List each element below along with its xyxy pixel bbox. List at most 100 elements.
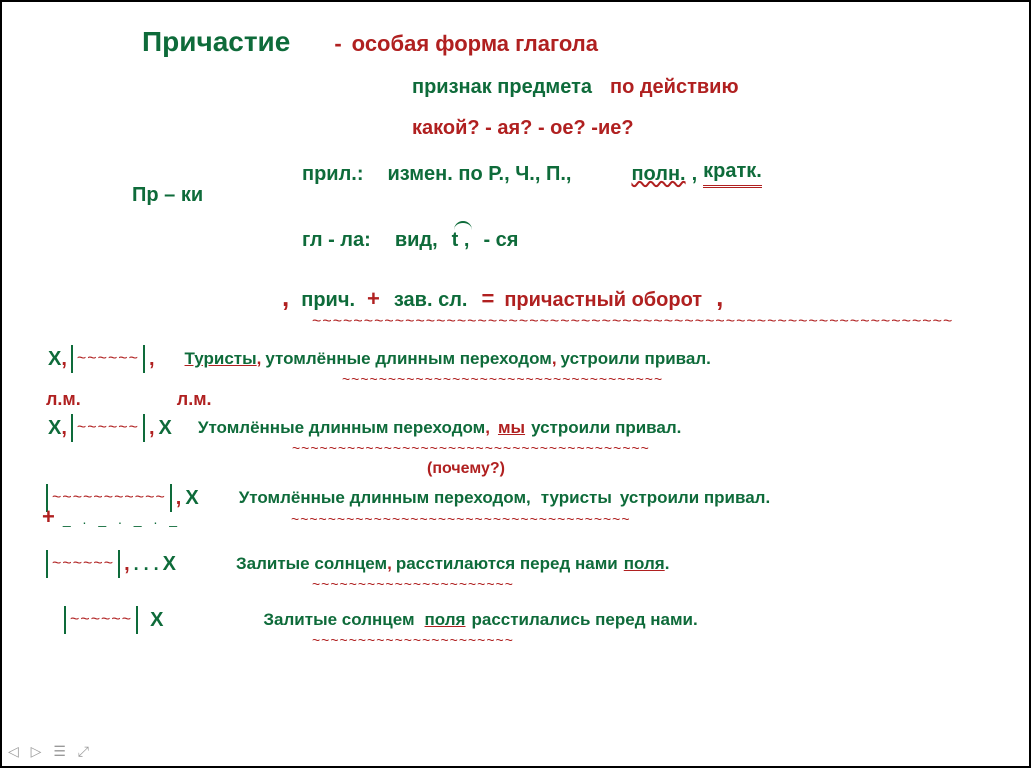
- nav-controls[interactable]: ◁ ▷ ☰ ⤢: [8, 743, 93, 760]
- bar-icon: [118, 550, 120, 578]
- pochemu-label: (почему?): [427, 460, 505, 478]
- verb-label: гл - ла:: [302, 229, 371, 252]
- def-line2b: по действию: [610, 76, 739, 99]
- bar-icon: [170, 484, 172, 512]
- wave-icon: ~~~~~~~~~~~~~~~~~~~~~~~~~~~~~~~~~~~~~~~~…: [312, 313, 953, 331]
- x-icon: X: [159, 417, 172, 440]
- formula-wave: ~~~~~~~~~~~~~~~~~~~~~~~~~~~~~~~~~~~~~~~~…: [12, 313, 1019, 331]
- x-icon: X: [150, 609, 163, 632]
- verb-t: t ,: [452, 229, 470, 252]
- row-ex2: X , ~~~~~~ , X Утомлённые длинным перехо…: [12, 414, 1019, 442]
- ex4-part: Залитые солнцем: [236, 554, 387, 574]
- comma-icon: ,: [257, 349, 262, 369]
- bar-icon: [136, 606, 138, 634]
- adj-label: прил.:: [302, 163, 364, 186]
- ex4-mid: расстилаются перед нами: [396, 554, 618, 574]
- adj-full: полн.: [631, 163, 685, 186]
- ex1-tail: устроили привал.: [561, 349, 711, 369]
- formula-row: , прич. + зав. сл. = причастный оборот ,: [12, 282, 1019, 313]
- formula-prich-wrap: прич.: [301, 289, 355, 312]
- ex2-tail: устроили привал.: [531, 418, 681, 438]
- bar-icon: [143, 414, 145, 442]
- dot-icon: .: [665, 554, 670, 574]
- row-ex1-wave: ~~~~~~~~~~~~~~~~~~~~~~~~~~~~~~~~~~~: [12, 373, 1019, 387]
- ex5-tail: расстилались перед нами.: [471, 610, 697, 630]
- ex2-part: Утомлённые длинным переходом: [198, 418, 485, 438]
- page-title: Причастие: [142, 26, 290, 58]
- ex5-part: Залитые солнцем: [263, 610, 414, 630]
- bar-icon: [71, 345, 73, 373]
- comma-icon: ,: [149, 348, 155, 371]
- comma-icon: ,: [149, 417, 155, 440]
- comma-icon: ,: [485, 418, 490, 438]
- formula-prich: прич.: [301, 289, 355, 312]
- wave-icon: ~~~~~~~~~~~~~~~~~~~~~~: [312, 632, 514, 648]
- dashline-icon: _ . _ . _ . _: [63, 511, 181, 527]
- row-ex4-wave: ~~~~~~~~~~~~~~~~~~~~~~: [12, 578, 1019, 592]
- def-dash: -: [334, 31, 341, 57]
- verb-row: гл - ла: вид, t , - ся: [12, 229, 1019, 252]
- plus-icon: +: [42, 504, 55, 530]
- x-icon: X: [185, 487, 198, 510]
- lm-label: л.м.: [177, 389, 212, 410]
- def-row3: какой? - ая? - ое? -ие?: [12, 117, 1019, 140]
- wave-icon: ~~~~~~~~~~~~~~~~~~~~~~~~~~~~~~~~~~~~~: [291, 511, 631, 527]
- bar-icon: [64, 606, 66, 634]
- comma-icon: ,: [176, 487, 182, 510]
- row-ex4: ~~~~~~ , . . . X Залитые солнцем , расст…: [12, 550, 1019, 578]
- row-pochemu: (почему?): [12, 460, 1019, 478]
- formula-plus: +: [367, 286, 380, 312]
- x-icon: X: [48, 348, 61, 371]
- def-line3: какой? - ая? - ое? -ие?: [412, 117, 634, 140]
- wave-icon: ~~~~~~: [70, 611, 132, 629]
- wave-icon: ~~~~~~~~~~~~~~~~~~~~~~: [312, 576, 514, 592]
- ex1-part: утомлённые длинным переходом: [265, 349, 551, 369]
- ex3-tail: устроили привал.: [620, 488, 770, 508]
- row-ex3-sub: + _ . _ . _ . _ ~~~~~~~~~~~~~~~~~~~~~~~~…: [12, 510, 1019, 530]
- comma-icon: ,: [552, 349, 557, 369]
- bar-icon: [71, 414, 73, 442]
- comma-icon: ,: [61, 417, 67, 440]
- wave-icon: ~~~~~~~~~~~~~~~~~~~~~~~~~~~~~~~~~~~~~~~: [292, 440, 650, 456]
- row-ex5: ~~~~~~ X Залитые солнцем поля расстилали…: [12, 606, 1019, 634]
- bar-icon: [46, 550, 48, 578]
- ex2-subj: мы: [498, 418, 525, 438]
- lm-label: л.м.: [46, 389, 81, 410]
- bar-icon: [143, 345, 145, 373]
- formula-result: причастный оборот: [504, 289, 702, 312]
- comma-icon: ,: [387, 554, 392, 574]
- ex5-subj: поля: [425, 610, 466, 630]
- wave-icon: ~~~~~~~~~~~: [52, 489, 166, 507]
- row-ex2-wave: ~~~~~~~~~~~~~~~~~~~~~~~~~~~~~~~~~~~~~~~: [12, 442, 1019, 456]
- ex4-subj: поля: [624, 554, 665, 574]
- header-row: Причастие - особая форма глагола: [12, 26, 1019, 58]
- wave-icon: ~~~~~~: [77, 350, 139, 368]
- x-icon: X: [163, 553, 176, 576]
- x-icon: X: [48, 417, 61, 440]
- ex3-subj: туристы: [541, 488, 612, 508]
- prki-label: Пр – ки: [132, 184, 203, 207]
- formula-zav: зав. сл.: [394, 289, 468, 312]
- formula-comma1: ,: [282, 282, 289, 313]
- formula-eq: =: [481, 286, 494, 312]
- formula-comma2: ,: [716, 282, 723, 313]
- prki-row: Пр – ки: [12, 184, 1019, 207]
- row-lm: л.м. л.м.: [12, 389, 1019, 410]
- row-ex5-wave: ~~~~~~~~~~~~~~~~~~~~~~: [12, 634, 1019, 648]
- adj-comma: ,: [692, 163, 698, 186]
- row-ex3: ~~~~~~~~~~~ , X Утомлённые длинным перех…: [12, 484, 1019, 512]
- wave-icon: ~~~~~~: [77, 419, 139, 437]
- adj-brief: кратк.: [703, 160, 762, 188]
- ellipsis-icon: . . .: [134, 554, 159, 575]
- comma-icon: ,: [124, 553, 130, 576]
- wave-icon: ~~~~~~: [52, 555, 114, 573]
- verb-sya: - ся: [483, 229, 518, 252]
- adj-text: измен. по Р., Ч., П.,: [388, 163, 572, 186]
- comma-icon: ,: [61, 348, 67, 371]
- def-line1: особая форма глагола: [352, 31, 598, 57]
- wave-icon: ~~~~~~~~~~~~~~~~~~~~~~~~~~~~~~~~~~~: [342, 371, 663, 387]
- verb-vid: вид,: [395, 229, 438, 252]
- def-row2: признак предмета по действию: [12, 76, 1019, 99]
- row-ex1: X , ~~~~~~ , Туристы , утомлённые длинны…: [12, 345, 1019, 373]
- def-line2a: признак предмета: [412, 76, 592, 99]
